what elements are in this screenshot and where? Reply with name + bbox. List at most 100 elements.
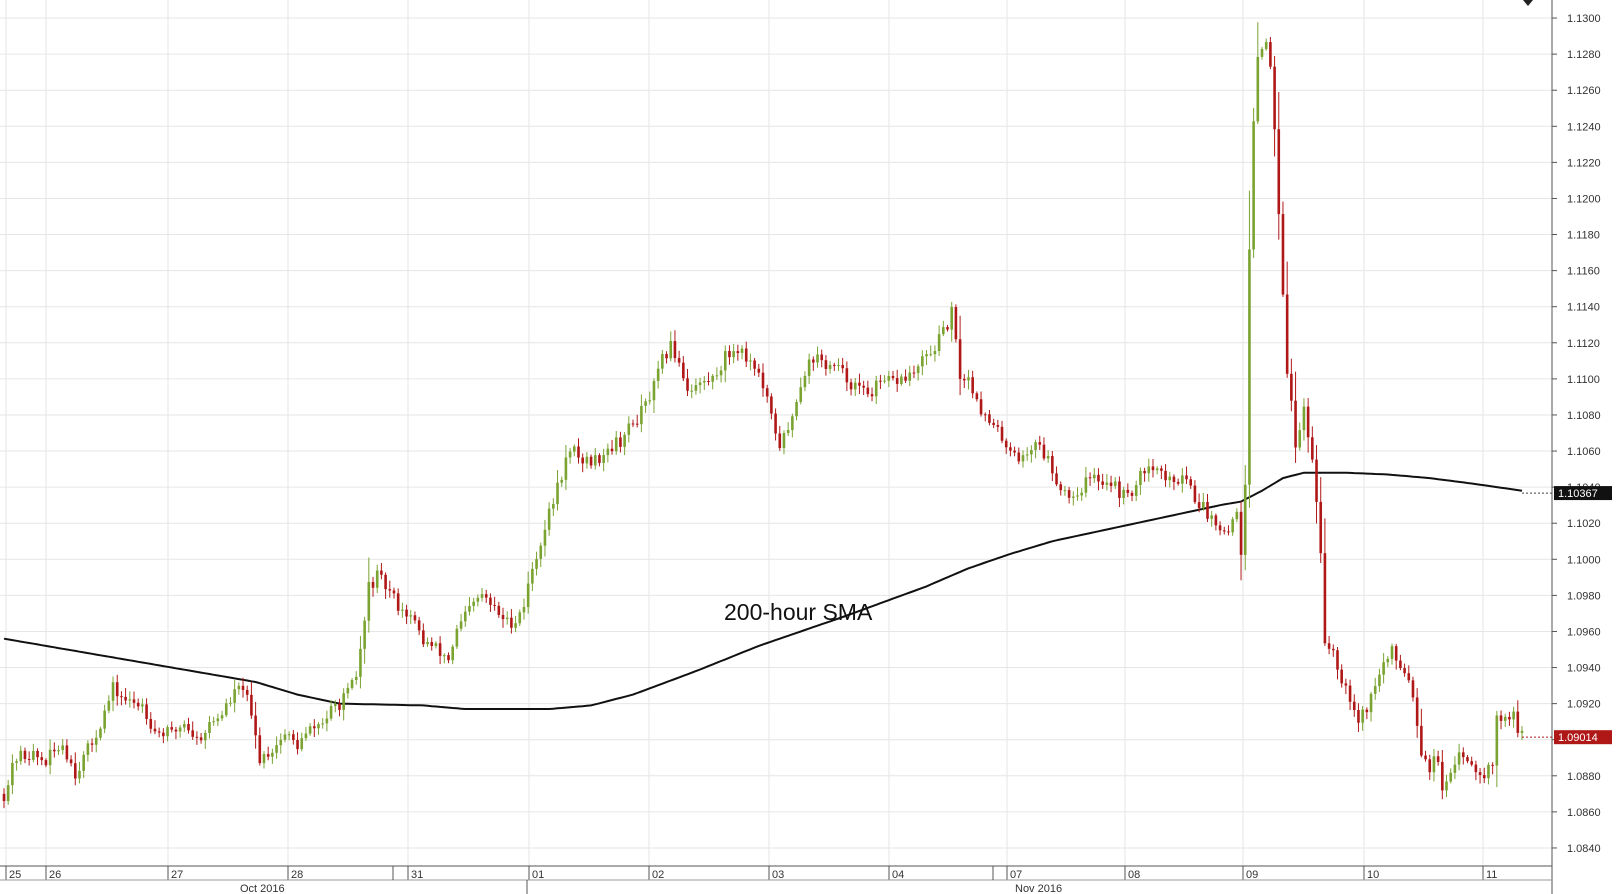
candle <box>1130 490 1134 502</box>
candle-body <box>1218 525 1222 531</box>
candle-body <box>1009 447 1012 451</box>
candle <box>786 422 790 437</box>
candle <box>1474 760 1478 781</box>
candle-body <box>1411 680 1415 698</box>
candle-body <box>904 376 907 381</box>
candle-body <box>552 504 555 509</box>
candle-body <box>564 457 568 480</box>
candle <box>409 609 413 625</box>
candle-body <box>254 715 257 736</box>
scroll-menu-caret-icon[interactable] <box>1523 0 1533 6</box>
candle <box>1453 756 1457 780</box>
candle-body <box>124 696 127 701</box>
candle <box>254 701 257 749</box>
x-month-label: Nov 2016 <box>1015 883 1062 894</box>
candle-body <box>1235 511 1239 520</box>
candle <box>619 431 622 453</box>
candle-body <box>900 376 903 384</box>
candle-body <box>782 433 786 449</box>
candle <box>501 607 505 628</box>
candle-body <box>690 390 694 392</box>
candle <box>493 596 496 611</box>
candle-body <box>333 703 337 707</box>
candle <box>669 331 673 362</box>
candle-body <box>1139 470 1142 486</box>
y-tick-label: 1.1020 <box>1567 518 1601 530</box>
candle-body <box>317 724 320 729</box>
candles <box>2 22 1524 809</box>
candle <box>778 425 782 451</box>
candle-body <box>1382 662 1385 675</box>
candle <box>241 677 245 698</box>
candle <box>1277 92 1281 240</box>
candle-body <box>560 479 564 483</box>
candle <box>384 572 387 599</box>
candle <box>1139 467 1142 496</box>
candle <box>1092 467 1096 484</box>
candle <box>677 350 681 367</box>
candle <box>665 351 668 364</box>
candle <box>136 698 140 711</box>
candle-body <box>99 728 102 738</box>
candle <box>816 346 819 368</box>
candle-body <box>543 529 547 546</box>
candle-body <box>912 372 916 374</box>
candle <box>422 623 425 647</box>
candle-body <box>1482 775 1486 779</box>
y-tick-label: 1.0840 <box>1567 843 1601 855</box>
candle <box>1227 525 1230 536</box>
candle <box>1428 754 1432 780</box>
candle <box>1482 767 1486 784</box>
candle <box>149 712 153 734</box>
candle <box>598 453 601 467</box>
candle-body <box>1252 121 1255 250</box>
candle-body <box>572 446 576 452</box>
candle-body <box>380 570 383 575</box>
candle <box>564 445 568 491</box>
candle-body <box>983 414 987 416</box>
candle <box>1323 518 1327 646</box>
candle-body <box>187 724 190 731</box>
candle <box>426 637 429 647</box>
candle-body <box>1491 764 1494 766</box>
candle <box>1399 654 1402 671</box>
candle-body <box>1155 468 1159 471</box>
candle <box>141 698 144 713</box>
candle-body <box>149 718 153 729</box>
candle-body <box>778 433 782 449</box>
candle <box>1369 691 1373 722</box>
candle-body <box>1181 475 1184 484</box>
candle-body <box>1453 764 1457 773</box>
candle <box>996 419 1000 433</box>
candle-body <box>1306 406 1310 438</box>
candle-body <box>266 754 270 757</box>
candle-body <box>1113 481 1117 486</box>
candle-body <box>484 594 488 598</box>
x-month-label: Oct 2016 <box>240 883 285 894</box>
candle <box>187 717 190 734</box>
candle <box>531 562 534 592</box>
candle <box>94 730 98 753</box>
y-tick-label: 1.1280 <box>1567 49 1601 61</box>
candle-body <box>1520 730 1524 733</box>
candle-body <box>602 455 605 463</box>
candle-body <box>1164 470 1167 481</box>
candle-body <box>946 327 949 330</box>
price-last-value: 1.09014 <box>1558 732 1598 744</box>
sma-last-tag: 1.10367 <box>1522 486 1612 501</box>
y-tick-label: 1.1240 <box>1567 121 1601 133</box>
candle <box>518 609 522 627</box>
candle-body <box>103 710 106 729</box>
candle-body <box>614 437 618 452</box>
candle-body <box>505 617 509 620</box>
candle-body <box>1000 426 1004 441</box>
candle <box>304 726 308 742</box>
candle-body <box>581 457 584 464</box>
candle <box>1113 477 1117 490</box>
candle-body <box>849 382 853 390</box>
candle-body <box>598 455 601 463</box>
candle <box>472 597 475 612</box>
candle <box>258 727 262 766</box>
candle-body <box>1302 406 1306 431</box>
candle-body <box>48 749 52 766</box>
